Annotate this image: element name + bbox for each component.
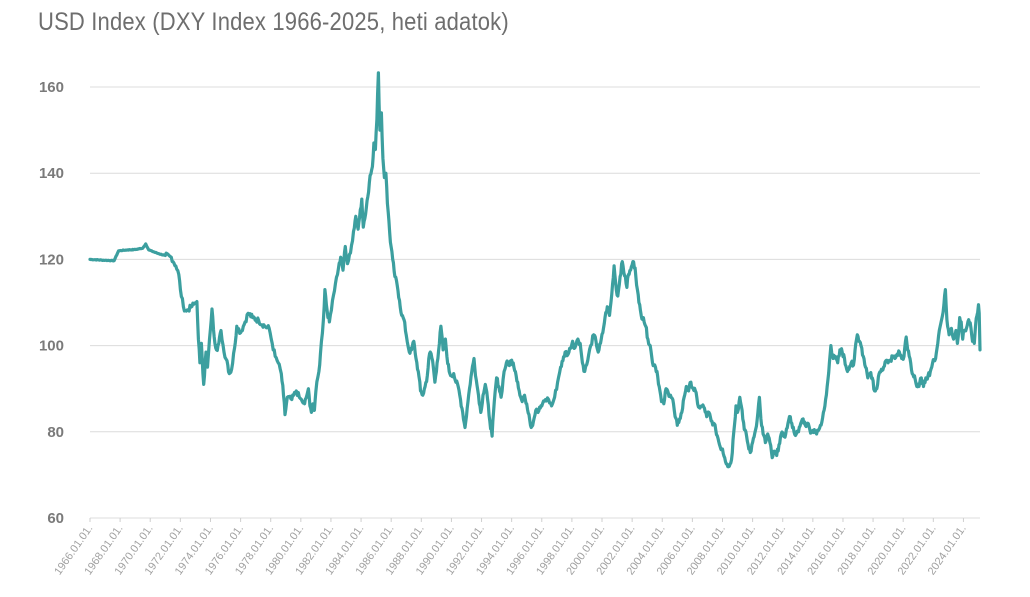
series-layer [88,71,982,469]
y-tick-label: 160 [39,79,64,96]
y-tick-label: 60 [47,510,64,527]
y-axis-ticks: 60 80 100 120 140 160 [39,79,64,527]
y-tick-label: 80 [47,424,64,441]
y-tick-label: 120 [39,251,64,268]
y-tick-label: 140 [39,165,64,182]
y-tick-label: 100 [39,338,64,355]
grid-lines [90,86,980,519]
chart-title: USD Index (DXY Index 1966-2025, heti ada… [38,8,509,36]
x-axis-ticks: 1966.01.01.1968.01.01.1970.01.01.1972.01… [52,518,969,577]
series-line-dxy [88,71,982,469]
